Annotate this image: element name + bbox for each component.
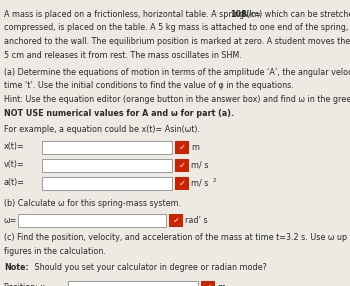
Text: m/ s: m/ s <box>191 178 208 188</box>
Bar <box>42 176 172 190</box>
Text: ✓: ✓ <box>204 283 211 286</box>
Text: Note:: Note: <box>4 263 29 272</box>
Text: ω=: ω= <box>4 216 18 225</box>
Text: m: m <box>217 283 225 286</box>
Bar <box>175 158 189 172</box>
Text: anchored to the wall. The equilibrium position is marked at zero. A student move: anchored to the wall. The equilibrium po… <box>4 37 350 46</box>
Text: a(t)=: a(t)= <box>4 178 25 188</box>
Bar <box>175 140 189 154</box>
Bar <box>169 214 183 227</box>
Text: Position: x =: Position: x = <box>4 283 54 286</box>
Bar <box>42 140 172 154</box>
Text: For example, a equation could be x(t)= Asin(ωt).: For example, a equation could be x(t)= A… <box>4 125 200 134</box>
Text: ✓: ✓ <box>178 160 186 170</box>
Text: (c) Find the position, velocity, and acceleration of the mass at time t=3.2 s. U: (c) Find the position, velocity, and acc… <box>4 233 350 242</box>
Text: 108: 108 <box>230 10 246 19</box>
Text: (a) Determine the equations of motion in terms of the amplitude ‘A’, the angular: (a) Determine the equations of motion in… <box>4 68 350 77</box>
Text: N/m) which can be stretched or: N/m) which can be stretched or <box>240 10 350 19</box>
Text: ✓: ✓ <box>173 216 180 225</box>
Text: 5 cm and releases it from rest. The mass oscillates in SHM.: 5 cm and releases it from rest. The mass… <box>4 51 242 59</box>
Text: ✓: ✓ <box>178 178 186 188</box>
Text: Hint: Use the equation editor (orange button in the answer box) and find ω in th: Hint: Use the equation editor (orange bu… <box>4 95 350 104</box>
Text: Should you set your calculator in degree or radian mode?: Should you set your calculator in degree… <box>32 263 267 272</box>
Text: compressed, is placed on the table. A 5 kg mass is attached to one end of the sp: compressed, is placed on the table. A 5 … <box>4 23 350 33</box>
Text: v(t)=: v(t)= <box>4 160 25 170</box>
Bar <box>68 281 198 286</box>
Text: figures in the calculation.: figures in the calculation. <box>4 247 106 255</box>
Text: time ‘t’. Use the initial conditions to find the value of φ in the equations.: time ‘t’. Use the initial conditions to … <box>4 82 294 90</box>
Text: m: m <box>191 142 199 152</box>
Text: m/ s: m/ s <box>191 160 208 170</box>
Text: A mass is placed on a frictionless, horizontal table. A spring (k=: A mass is placed on a frictionless, hori… <box>4 10 261 19</box>
Bar <box>18 214 166 227</box>
Text: ✓: ✓ <box>178 142 186 152</box>
Text: 2: 2 <box>213 178 217 184</box>
Text: rad’ s: rad’ s <box>185 216 208 225</box>
Bar <box>201 281 215 286</box>
Text: NOT USE numerical values for A and ω for part (a).: NOT USE numerical values for A and ω for… <box>4 108 234 118</box>
Bar <box>42 158 172 172</box>
Text: x(t)=: x(t)= <box>4 142 25 152</box>
Text: (b) Calculate ω for this spring-mass system.: (b) Calculate ω for this spring-mass sys… <box>4 198 181 208</box>
Bar <box>175 176 189 190</box>
